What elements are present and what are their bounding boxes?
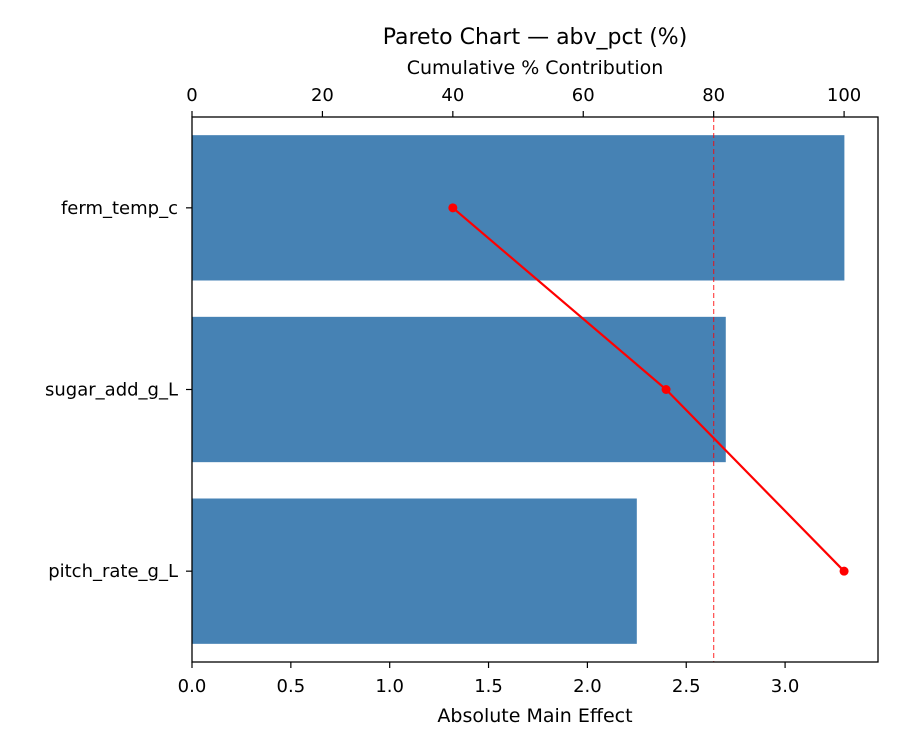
top-x-axis: 0 20 40 60 80 100 [186, 85, 861, 117]
top-x-tick-label: 60 [572, 85, 595, 106]
cumulative-point-pitch_rate_g_L [839, 566, 849, 576]
y-tick-label: sugar_add_g_L [45, 380, 178, 401]
cumulative-point-sugar_add_g_L [661, 385, 671, 394]
x-tick-label: 0.0 [178, 676, 207, 697]
x-tick-label: 1.5 [474, 676, 503, 697]
x-axis-label: Absolute Main Effect [437, 705, 632, 727]
x-tick-label: 3.0 [771, 676, 800, 697]
x-tick-label: 0.5 [277, 676, 306, 697]
secondary-x-axis-label: Cumulative % Contribution [407, 57, 664, 79]
cumulative-line-group [448, 203, 849, 576]
bar-pitch_rate_g_L [192, 498, 637, 644]
cumulative-point-ferm_temp_c [448, 203, 458, 213]
top-x-tick-label: 0 [186, 85, 197, 106]
x-tick-label: 2.0 [573, 676, 602, 697]
y-tick-label: ferm_temp_c [61, 198, 178, 219]
bar-sugar_add_g_L [192, 316, 726, 463]
y-tick-label: pitch_rate_g_L [48, 561, 178, 582]
y-axis: ferm_temp_c sugar_add_g_L pitch_rate_g_L [45, 198, 192, 582]
top-x-tick-label: 20 [311, 85, 334, 106]
bottom-x-axis: 0.0 0.5 1.0 1.5 2.0 2.5 3.0 [178, 662, 800, 697]
bars-group [192, 135, 845, 644]
x-tick-label: 2.5 [672, 676, 701, 697]
chart-title: Pareto Chart — abv_pct (%) [383, 25, 688, 50]
x-tick-label: 1.0 [375, 676, 404, 697]
top-x-tick-label: 80 [702, 85, 725, 106]
top-x-tick-label: 100 [827, 85, 861, 106]
top-x-tick-label: 40 [441, 85, 464, 106]
bar-ferm_temp_c [192, 135, 845, 281]
